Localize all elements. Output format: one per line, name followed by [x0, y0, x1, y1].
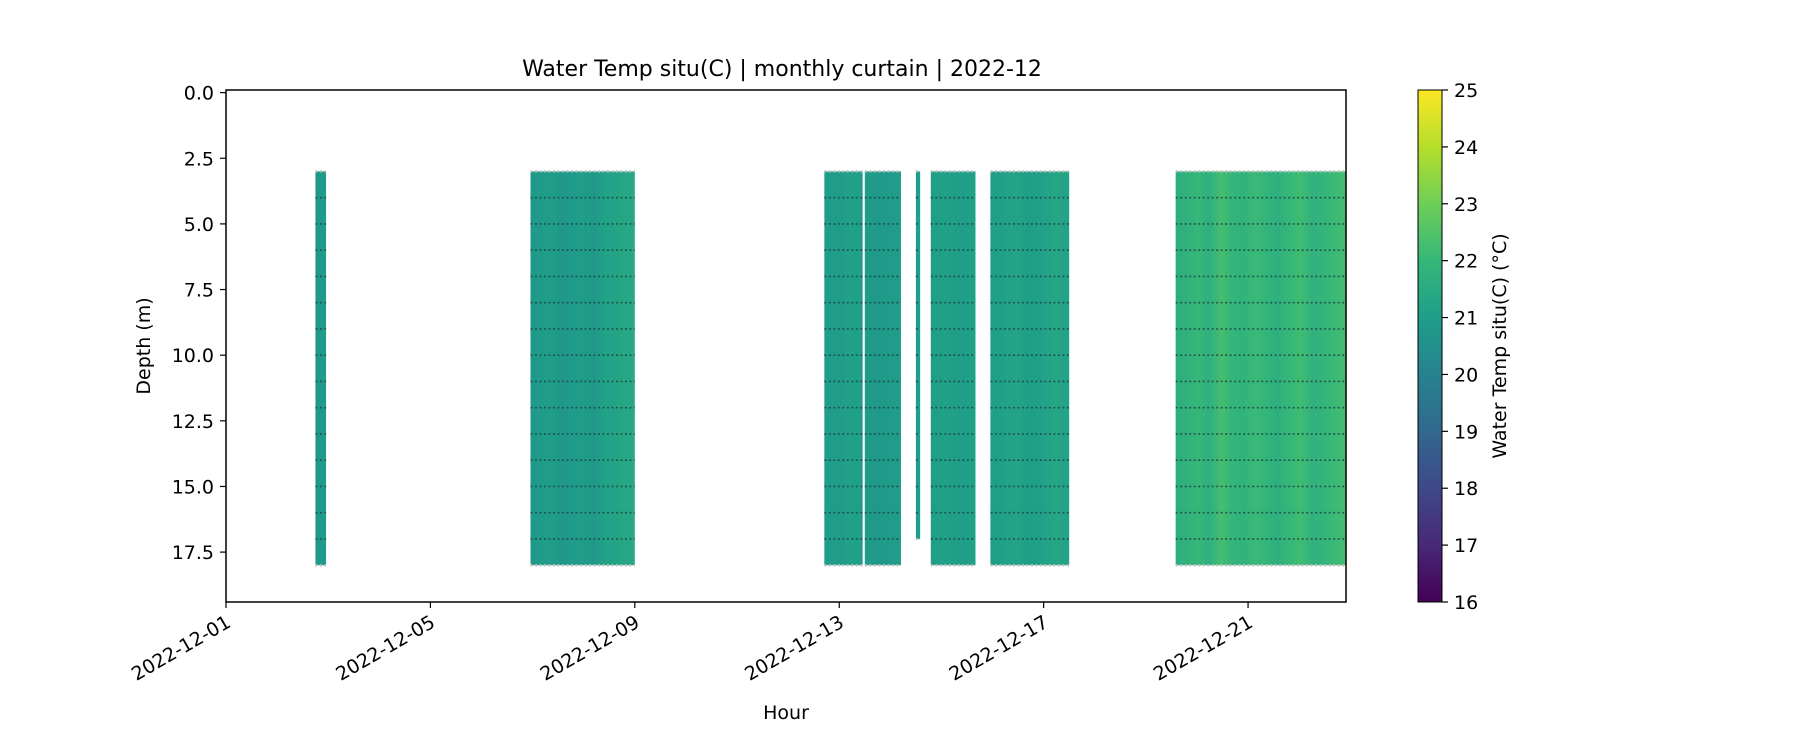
- curtain-segment: [915, 171, 921, 539]
- x-axis-ticks: 2022-12-01 2022-12-05 2022-12-09 2022-12-13…: [128, 602, 1257, 686]
- x-tick-label: 2022-12-21: [1150, 611, 1257, 685]
- curtain-segment: [990, 171, 1070, 566]
- colorbar-tick-label: 16: [1454, 592, 1478, 614]
- x-tick-label: 2022-12-01: [128, 611, 235, 685]
- colorbar-tick-label: 19: [1454, 421, 1478, 443]
- colorbar-tick-label: 18: [1454, 478, 1478, 500]
- colorbar: [1417, 89, 1443, 603]
- y-tick-label: 0.0: [184, 83, 214, 105]
- chart-title: Water Temp situ(C) | monthly curtain | 2…: [522, 57, 1042, 82]
- y-tick-label: 7.5: [184, 280, 214, 302]
- y-tick-label: 2.5: [184, 148, 214, 170]
- y-tick-label: 17.5: [172, 542, 214, 564]
- y-tick-label: 15.0: [172, 476, 214, 498]
- colorbar-tick-label: 24: [1454, 137, 1478, 159]
- colorbar-tick-label: 23: [1454, 194, 1478, 216]
- colorbar-tick-label: 20: [1454, 364, 1478, 386]
- y-tick-label: 12.5: [172, 411, 214, 433]
- x-tick-label: 2022-12-17: [946, 611, 1053, 685]
- colorbar-tick-label: 25: [1454, 80, 1478, 102]
- curtain-segment: [315, 171, 327, 566]
- x-axis-label: Hour: [763, 702, 809, 724]
- colorbar-ticks: 16 17 18 19 20 21 22 23 24 25: [1442, 80, 1478, 614]
- y-axis-label: Depth (m): [133, 297, 155, 394]
- x-tick-label: 2022-12-09: [537, 611, 644, 685]
- y-axis-ticks: 0.0 2.5 5.0 7.5 10.0 12.5 15.0 17.5: [172, 83, 226, 564]
- y-tick-label: 5.0: [184, 214, 214, 236]
- curtain-segment: [1175, 171, 1346, 566]
- curtain-segment: [530, 171, 635, 566]
- colorbar-tick-label: 22: [1454, 251, 1478, 273]
- colorbar-tick-label: 21: [1454, 308, 1478, 330]
- plot-frame: [225, 89, 1347, 603]
- x-tick-label: 2022-12-05: [332, 611, 439, 685]
- y-tick-label: 10.0: [172, 345, 214, 367]
- curtain-segment: [824, 171, 863, 566]
- curtain-segments: [315, 171, 1346, 566]
- curtain-segment: [864, 171, 901, 566]
- colorbar-label: Water Temp situ(C) (°C): [1489, 233, 1511, 458]
- x-tick-label: 2022-12-13: [741, 611, 848, 685]
- colorbar-tick-label: 17: [1454, 535, 1478, 557]
- depth-sample-lines: [315, 170, 1346, 567]
- curtain-segment: [930, 171, 976, 566]
